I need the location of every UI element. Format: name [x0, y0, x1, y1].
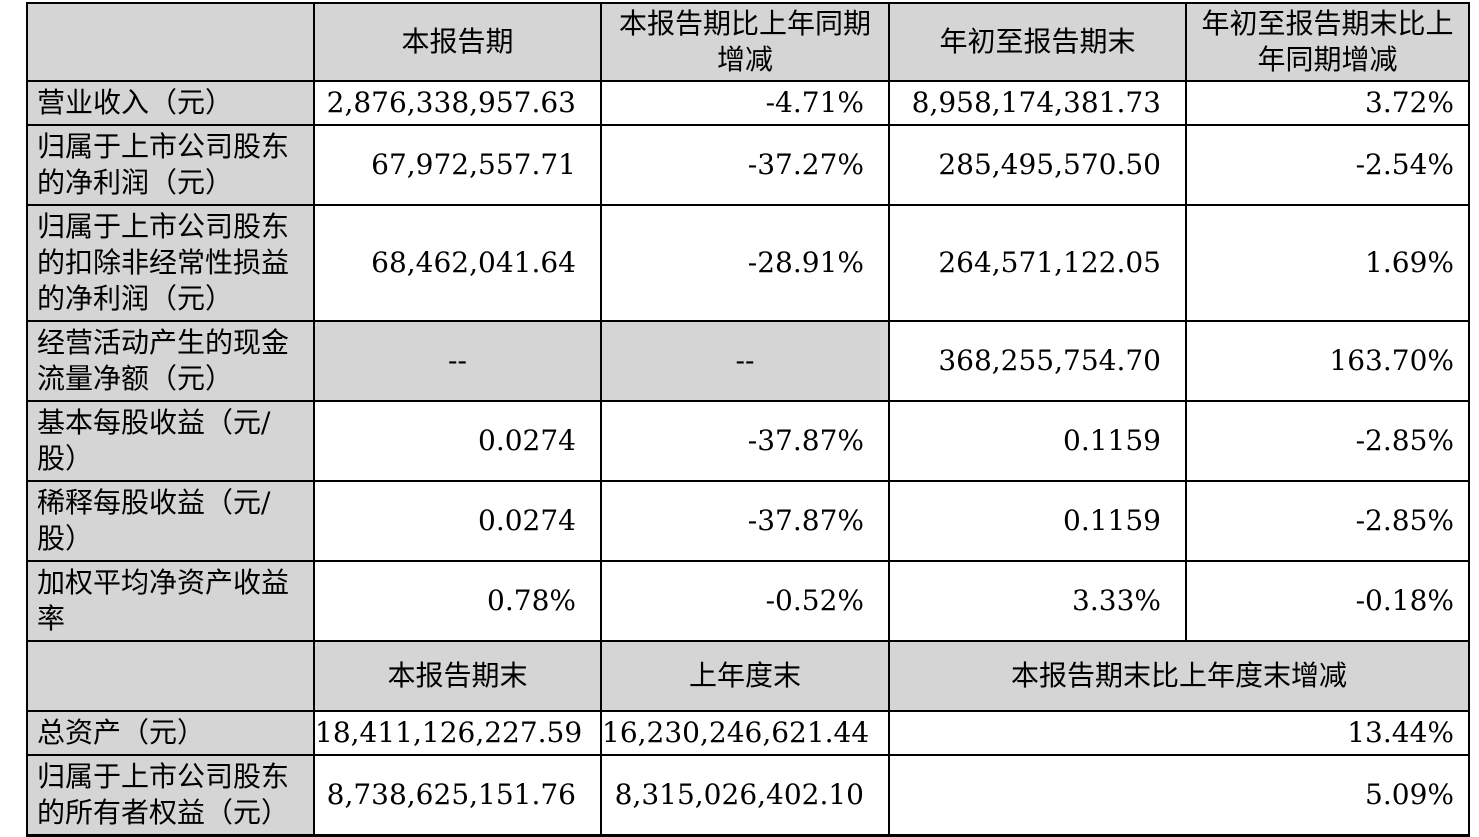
value-cell: -37.27% [600, 124, 890, 206]
row-label-cell: 归属于上市公司股东的净利润（元） [26, 124, 315, 206]
value-cell: 13.44% [888, 710, 1470, 756]
value-cell: 368,255,754.70 [888, 320, 1187, 402]
value-cell: 2,876,338,957.63 [313, 80, 602, 126]
header-ytd-vs-prior: 年初至报告期末比上 年同期增减 [1185, 2, 1470, 82]
value-cell: 16,230,246,621.44 [600, 710, 890, 756]
corner-cell [26, 2, 315, 82]
row-operating-cash-flow: 经营活动产生的现金流量净额（元） -- -- 368,255,754.70 16… [26, 320, 1470, 402]
financial-summary-table: 本报告期 本报告期比上年同期 增减 年初至报告期末 年初至报告期末比上 年同期增… [26, 2, 1470, 837]
value-cell: 8,958,174,381.73 [888, 80, 1187, 126]
value-cell: -37.87% [600, 480, 890, 562]
value-cell: 0.0274 [313, 400, 602, 482]
header-end-of-period: 本报告期末 [313, 640, 602, 712]
row-weighted-avg-roe: 加权平均净资产收益率 0.78% -0.52% 3.33% -0.18% [26, 560, 1470, 642]
value-cell: 264,571,122.05 [888, 204, 1187, 322]
row-label-cell: 经营活动产生的现金流量净额（元） [26, 320, 315, 402]
value-cell: 68,462,041.64 [313, 204, 602, 322]
value-cell: 5.09% [888, 754, 1470, 837]
value-cell: 163.70% [1185, 320, 1470, 402]
row-label-cell: 归属于上市公司股东的扣除非经常性损益的净利润（元） [26, 204, 315, 322]
row-label-cell: 营业收入（元） [26, 80, 315, 126]
value-cell: -2.85% [1185, 400, 1470, 482]
header-current-period: 本报告期 [313, 2, 602, 82]
value-cell: -28.91% [600, 204, 890, 322]
value-cell: 0.1159 [888, 400, 1187, 482]
value-cell-empty: -- [600, 320, 890, 402]
row-equity-attributable: 归属于上市公司股东的所有者权益（元） 8,738,625,151.76 8,31… [26, 754, 1470, 837]
value-cell: 3.72% [1185, 80, 1470, 126]
value-cell: 8,738,625,151.76 [313, 754, 602, 837]
value-cell: -0.18% [1185, 560, 1470, 642]
value-cell: -4.71% [600, 80, 890, 126]
value-cell: 0.0274 [313, 480, 602, 562]
header-row-balance: 本报告期末 上年度末 本报告期末比上年度末增减 [26, 640, 1470, 712]
row-label-cell: 加权平均净资产收益率 [26, 560, 315, 642]
header-change-vs-prior-year-end: 本报告期末比上年度末增减 [888, 640, 1470, 712]
row-net-profit-attributable: 归属于上市公司股东的净利润（元） 67,972,557.71 -37.27% 2… [26, 124, 1470, 206]
value-cell: 0.1159 [888, 480, 1187, 562]
corner-cell [26, 640, 315, 712]
row-label-cell: 基本每股收益（元/股） [26, 400, 315, 482]
row-net-profit-excl-nonrecurring: 归属于上市公司股东的扣除非经常性损益的净利润（元） 68,462,041.64 … [26, 204, 1470, 322]
value-cell: 3.33% [888, 560, 1187, 642]
value-cell-empty: -- [313, 320, 602, 402]
row-diluted-eps: 稀释每股收益（元/股） 0.0274 -37.87% 0.1159 -2.85% [26, 480, 1470, 562]
row-label-cell: 归属于上市公司股东的所有者权益（元） [26, 754, 315, 837]
row-basic-eps: 基本每股收益（元/股） 0.0274 -37.87% 0.1159 -2.85% [26, 400, 1470, 482]
header-ytd: 年初至报告期末 [888, 2, 1187, 82]
value-cell: 18,411,126,227.59 [313, 710, 602, 756]
row-operating-revenue: 营业收入（元） 2,876,338,957.63 -4.71% 8,958,17… [26, 80, 1470, 126]
header-current-vs-prior: 本报告期比上年同期 增减 [600, 2, 890, 82]
header-row-period: 本报告期 本报告期比上年同期 增减 年初至报告期末 年初至报告期末比上 年同期增… [26, 2, 1470, 82]
value-cell: 285,495,570.50 [888, 124, 1187, 206]
value-cell: -37.87% [600, 400, 890, 482]
value-cell: 0.78% [313, 560, 602, 642]
value-cell: -2.85% [1185, 480, 1470, 562]
value-cell: 1.69% [1185, 204, 1470, 322]
header-end-of-prior-year: 上年度末 [600, 640, 890, 712]
value-cell: -2.54% [1185, 124, 1470, 206]
row-label-cell: 总资产（元） [26, 710, 315, 756]
value-cell: -0.52% [600, 560, 890, 642]
value-cell: 67,972,557.71 [313, 124, 602, 206]
row-total-assets: 总资产（元） 18,411,126,227.59 16,230,246,621.… [26, 710, 1470, 756]
value-cell: 8,315,026,402.10 [600, 754, 890, 837]
row-label-cell: 稀释每股收益（元/股） [26, 480, 315, 562]
